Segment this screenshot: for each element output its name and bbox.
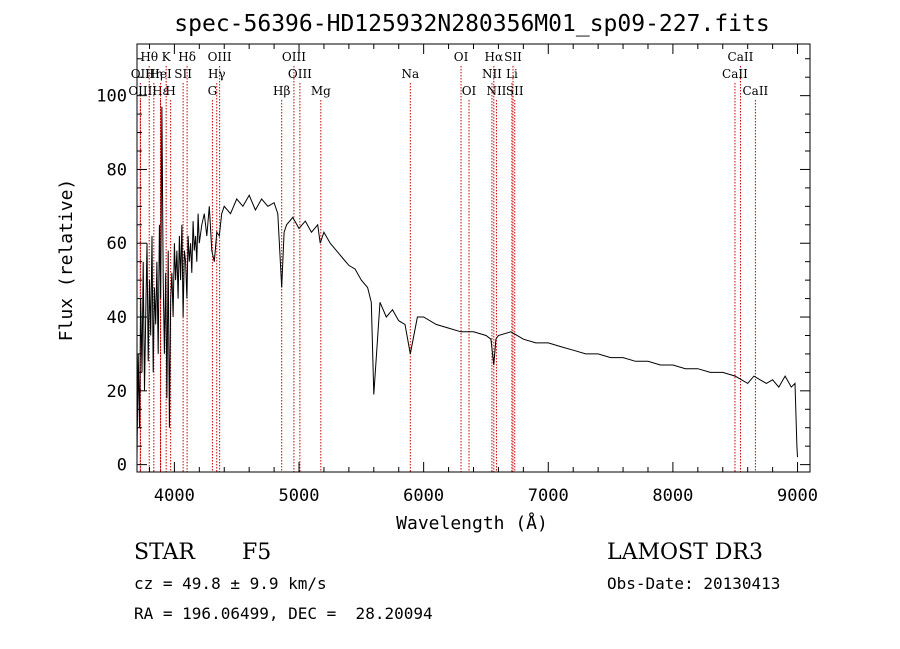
- line-marker-label: SII: [504, 50, 522, 64]
- plot-frame: [136, 43, 811, 473]
- y-tick-label: 0: [117, 456, 127, 476]
- x-tick-label: 5000: [279, 486, 320, 506]
- line-marker-label: OI: [462, 84, 477, 98]
- line-marker-label: H: [165, 84, 175, 98]
- line-marker-label: Hγ: [208, 67, 226, 81]
- line-marker-label: NII: [482, 67, 502, 81]
- x-tick-label: 6000: [403, 486, 444, 506]
- line-marker-label: SII: [506, 84, 524, 98]
- line-marker-label: Mg: [311, 84, 331, 98]
- y-tick-label: 80: [107, 160, 127, 180]
- line-markers: Hθ OII OIII Hη Hε K HeI H SII Hδ OIII Hγ G Hβ OIII OIII…: [128, 50, 769, 472]
- line-marker-label: OIII: [208, 50, 232, 64]
- line-marker-label: HeI: [149, 67, 172, 81]
- x-tick-label: 9000: [777, 486, 818, 506]
- line-marker-label: Hη: [145, 67, 163, 81]
- line-marker-label: SII: [174, 67, 192, 81]
- coordinates: RA = 196.06499, DEC = 28.20094: [134, 604, 433, 623]
- line-marker-label: OIII: [128, 84, 152, 98]
- y-axis-label: Flux (relative): [56, 179, 77, 342]
- line-marker-label: NII: [486, 84, 506, 98]
- spectrum-line: [136, 106, 798, 458]
- object-class: STAR: [134, 540, 195, 565]
- y-axis: 0 20 40 60 80 100: [96, 58, 810, 476]
- chart-title: spec-56396-HD125932N280356M01_sp09-227.f…: [174, 11, 769, 37]
- redshift-velocity: cz = 49.8 ± 9.9 km/s: [134, 574, 327, 593]
- line-marker-label: OI: [454, 50, 469, 64]
- line-marker-label: Na: [401, 67, 419, 81]
- line-marker-label: CaII: [742, 84, 768, 98]
- line-marker-label: Hδ: [178, 50, 196, 64]
- y-tick-label: 40: [107, 308, 127, 328]
- line-marker-label: Li: [506, 67, 518, 81]
- x-axis-label: Wavelength (Å): [396, 512, 548, 534]
- survey-name: LAMOST DR3: [607, 540, 763, 565]
- x-tick-label: 4000: [154, 486, 195, 506]
- line-marker-label: Hε: [152, 84, 169, 98]
- observation-date: Obs-Date: 20130413: [607, 574, 781, 593]
- line-marker-label: Hθ: [140, 50, 158, 64]
- line-marker-label: Hα: [485, 50, 504, 64]
- line-marker-label: CaII: [722, 67, 748, 81]
- x-tick-label: 8000: [652, 486, 693, 506]
- x-axis: 4000 5000 6000 7000 8000 9000: [148, 44, 818, 506]
- y-tick-label: 60: [107, 234, 127, 254]
- line-marker-label: Hβ: [273, 84, 290, 98]
- line-marker-label: CaII: [728, 50, 754, 64]
- y-tick-label: 100: [96, 87, 127, 107]
- x-tick-label: 7000: [528, 486, 569, 506]
- line-marker-label: G: [208, 84, 218, 98]
- line-marker-label: OIII: [282, 50, 306, 64]
- line-marker-label: OIII: [288, 67, 312, 81]
- y-tick-label: 20: [107, 382, 127, 402]
- object-subclass: F5: [242, 540, 272, 565]
- line-marker-label: OII: [131, 67, 151, 81]
- line-marker-label: K: [162, 50, 172, 64]
